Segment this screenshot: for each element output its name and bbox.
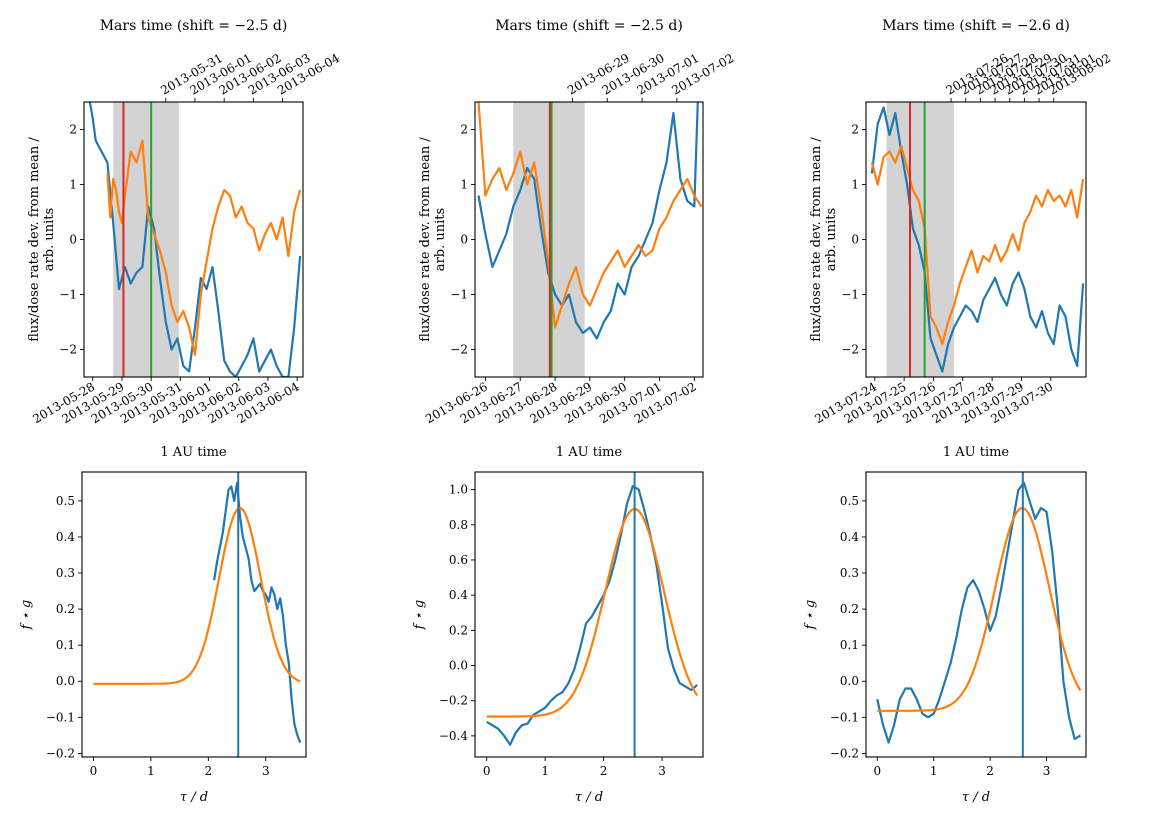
panel-top-middle: −2−10122013-06-262013-06-272013-06-28201… — [418, 18, 736, 460]
x-tick-label: 3 — [1043, 764, 1051, 778]
y-tick-label: −0.2 — [46, 746, 75, 760]
panel-bottom-left: −0.2 −0.1 0.0 0.1 0.2 0.3 0.4 0.5 0 1 2 3 τ / d f ⋆ g — [19, 471, 307, 805]
y-tick-label: 0.8 — [449, 518, 468, 532]
y-tick-label: 1.0 — [449, 483, 468, 497]
y-axis-label: arb. units — [824, 208, 839, 271]
axes-frame — [474, 471, 704, 758]
y-tick-label: −0.2 — [830, 746, 859, 760]
fit-line-orange — [877, 507, 1082, 712]
series-line-blue — [477, 102, 699, 340]
x-axis-label: 1 AU time — [556, 445, 623, 460]
plot-area — [870, 102, 1085, 377]
plot-area — [876, 472, 1082, 757]
top-axis-title: Mars time (shift = −2.5 d) — [495, 18, 683, 34]
y-tick-label: 0 — [851, 233, 859, 247]
y-tick-label: 2 — [851, 123, 859, 137]
y-tick-label: 0.5 — [56, 494, 75, 508]
y-tick-label: 0.4 — [840, 530, 859, 544]
x-tick-label: 2 — [600, 764, 608, 778]
y-axis-label: arb. units — [433, 208, 448, 271]
y-tick-label: 2 — [460, 123, 468, 137]
x-axis-label: τ / d — [575, 790, 603, 805]
y-axis-label: f ⋆ g — [19, 600, 34, 631]
series-line-orange — [870, 144, 1085, 346]
y-tick-label: −1 — [59, 288, 77, 302]
fit-line-orange — [93, 507, 301, 685]
plot-area — [486, 472, 699, 757]
y-tick-label: −1 — [841, 288, 859, 302]
axes-frame — [81, 471, 307, 758]
y-tick-label: 1 — [851, 178, 859, 192]
y-tick-label: 0.4 — [449, 588, 468, 602]
x-tick-label: 0 — [90, 764, 98, 778]
panel-top-right: −2−10122013-07-242013-07-252013-07-26201… — [809, 18, 1113, 460]
series-line-blue — [486, 485, 698, 746]
series-line-orange — [106, 139, 302, 357]
x-tick-label: 1 — [147, 764, 155, 778]
series-line-blue — [213, 481, 302, 744]
y-tick-label: 0.6 — [449, 553, 468, 567]
y-tick-label: 0.0 — [56, 674, 75, 688]
shaded-interval — [886, 102, 954, 377]
y-tick-label: 0 — [460, 233, 468, 247]
y-tick-label: 2 — [69, 123, 77, 137]
y-tick-label: 0.4 — [56, 530, 75, 544]
y-tick-label: −2 — [59, 343, 77, 357]
y-tick-label: 0.2 — [56, 602, 75, 616]
series-line-blue — [88, 102, 302, 377]
panel-bottom-middle: −0.4 −0.2 0.0 0.2 0.4 0.6 0.8 1.0 0 1 2 3 τ / d f ⋆ g — [412, 471, 704, 805]
y-tick-label: 0.1 — [56, 638, 75, 652]
x-tick-label: 2 — [986, 764, 994, 778]
y-tick-label: 1 — [460, 178, 468, 192]
plot-area — [88, 102, 302, 377]
fit-line-orange — [486, 507, 699, 718]
top-axis-title: Mars time (shift = −2.6 d) — [882, 18, 1070, 34]
y-tick-label: −0.1 — [830, 710, 859, 724]
y-tick-label: −2 — [450, 343, 468, 357]
y-axis-label: arb. units — [42, 208, 57, 271]
y-tick-label: 0.3 — [56, 566, 75, 580]
series-line-blue — [876, 481, 1081, 744]
panel-bottom-right: −0.2 −0.1 0.0 0.1 0.2 0.3 0.4 0.5 0 1 2 3 τ / d f ⋆ g — [803, 471, 1087, 805]
y-tick-label: −0.2 — [439, 694, 468, 708]
axes-frame — [865, 471, 1087, 758]
y-tick-label: 0 — [69, 233, 77, 247]
plot-area — [93, 472, 302, 757]
x-tick-label: 3 — [658, 764, 666, 778]
y-tick-label: 0.3 — [840, 566, 859, 580]
series-line-blue — [870, 106, 1085, 373]
y-axis-label: flux/dose rate dev. from mean / — [418, 137, 433, 342]
x-tick-label: 1 — [930, 764, 938, 778]
x-tick-label: 1 — [541, 764, 549, 778]
x-tick-label: 0 — [873, 764, 881, 778]
y-axis-label: f ⋆ g — [803, 600, 818, 631]
plot-area — [477, 102, 703, 377]
top-axis-title: Mars time (shift = −2.5 d) — [100, 18, 288, 34]
y-axis-label: flux/dose rate dev. from mean / — [809, 137, 824, 342]
x-axis-label: τ / d — [180, 790, 208, 805]
y-tick-label: −0.1 — [46, 710, 75, 724]
x-axis-label: 1 AU time — [160, 445, 227, 460]
y-tick-label: −0.4 — [439, 729, 469, 743]
x-tick-label: 2 — [205, 764, 213, 778]
y-tick-label: 0.0 — [840, 674, 859, 688]
y-axis-label: f ⋆ g — [412, 600, 427, 631]
y-axis-label: flux/dose rate dev. from mean / — [27, 137, 42, 342]
x-tick-label: 3 — [262, 764, 270, 778]
panel-top-left: −2−10122013-05-282013-05-292013-05-30201… — [27, 18, 342, 460]
y-tick-label: 1 — [69, 178, 77, 192]
y-tick-label: 0.2 — [449, 623, 468, 637]
x-tick-label: 0 — [483, 764, 491, 778]
y-tick-label: 0.1 — [840, 638, 859, 652]
y-tick-label: −2 — [841, 343, 859, 357]
x-axis-label: 1 AU time — [943, 445, 1010, 460]
series-line-orange — [477, 102, 703, 329]
y-tick-label: 0.5 — [840, 494, 859, 508]
y-tick-label: 0.2 — [840, 602, 859, 616]
y-tick-label: 0.0 — [449, 659, 468, 673]
y-tick-label: −1 — [450, 288, 468, 302]
x-axis-label: τ / d — [962, 790, 990, 805]
